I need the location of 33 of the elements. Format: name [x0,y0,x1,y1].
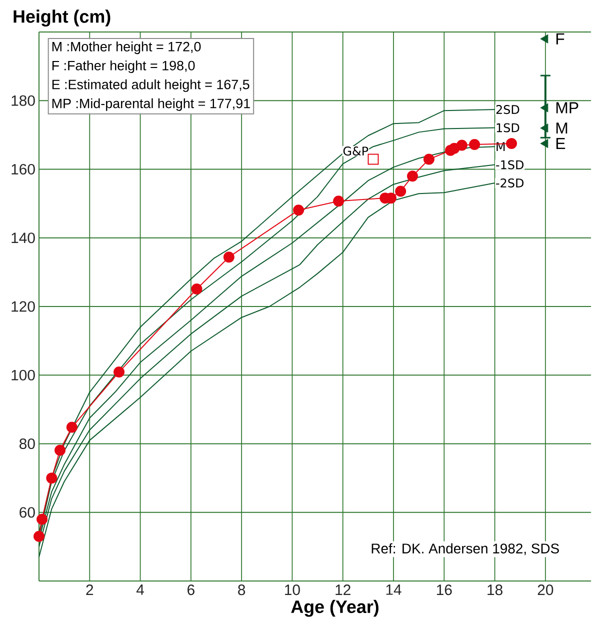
annotation: Ref: DK. Andersen 1982, SDS [372,543,560,556]
annotation: F :Father height = 198,0 [52,60,195,74]
series-label: M [556,122,568,134]
y-tick-label: 120 [12,301,36,312]
x-tick-label: 18 [488,584,503,596]
y-tick-label: 80 [20,438,36,450]
series-label: 2SD [496,105,520,114]
x-tick-label: 8 [238,584,246,596]
series-label: -1SD [496,160,524,170]
x-tick-label: 12 [336,584,351,595]
annotation: M :Mother height = 172,0 [52,42,201,54]
series-label: E [556,138,566,149]
x-tick-label: 6 [188,584,195,596]
series-label: -2SD [496,178,524,188]
x-tick-label: 14 [386,584,402,595]
series-label: MP [556,102,578,114]
series-label: 1SD [497,123,520,132]
y-tick-label: 160 [12,164,36,175]
x-axis-title: Age (Year) [291,600,379,617]
y-axis-title: Height (cm) [14,10,110,26]
x-tick-label: 2 [86,584,94,595]
series-label: G&P [344,146,368,156]
x-tick-label: 20 [538,584,554,596]
annotation: MP :Mid-parental height = 177,91 [52,98,250,111]
series-label: F [556,33,564,44]
y-tick-label: 60 [20,507,36,518]
y-tick-label: 140 [12,232,36,244]
x-tick-label: 4 [136,584,144,595]
x-tick-label: 16 [437,584,452,596]
y-tick-label: 100 [12,370,36,380]
annotation: E :Estimated adult height = 167,5 [52,79,250,92]
x-tick-label: 10 [285,584,300,596]
y-tick-label: 180 [12,95,36,106]
